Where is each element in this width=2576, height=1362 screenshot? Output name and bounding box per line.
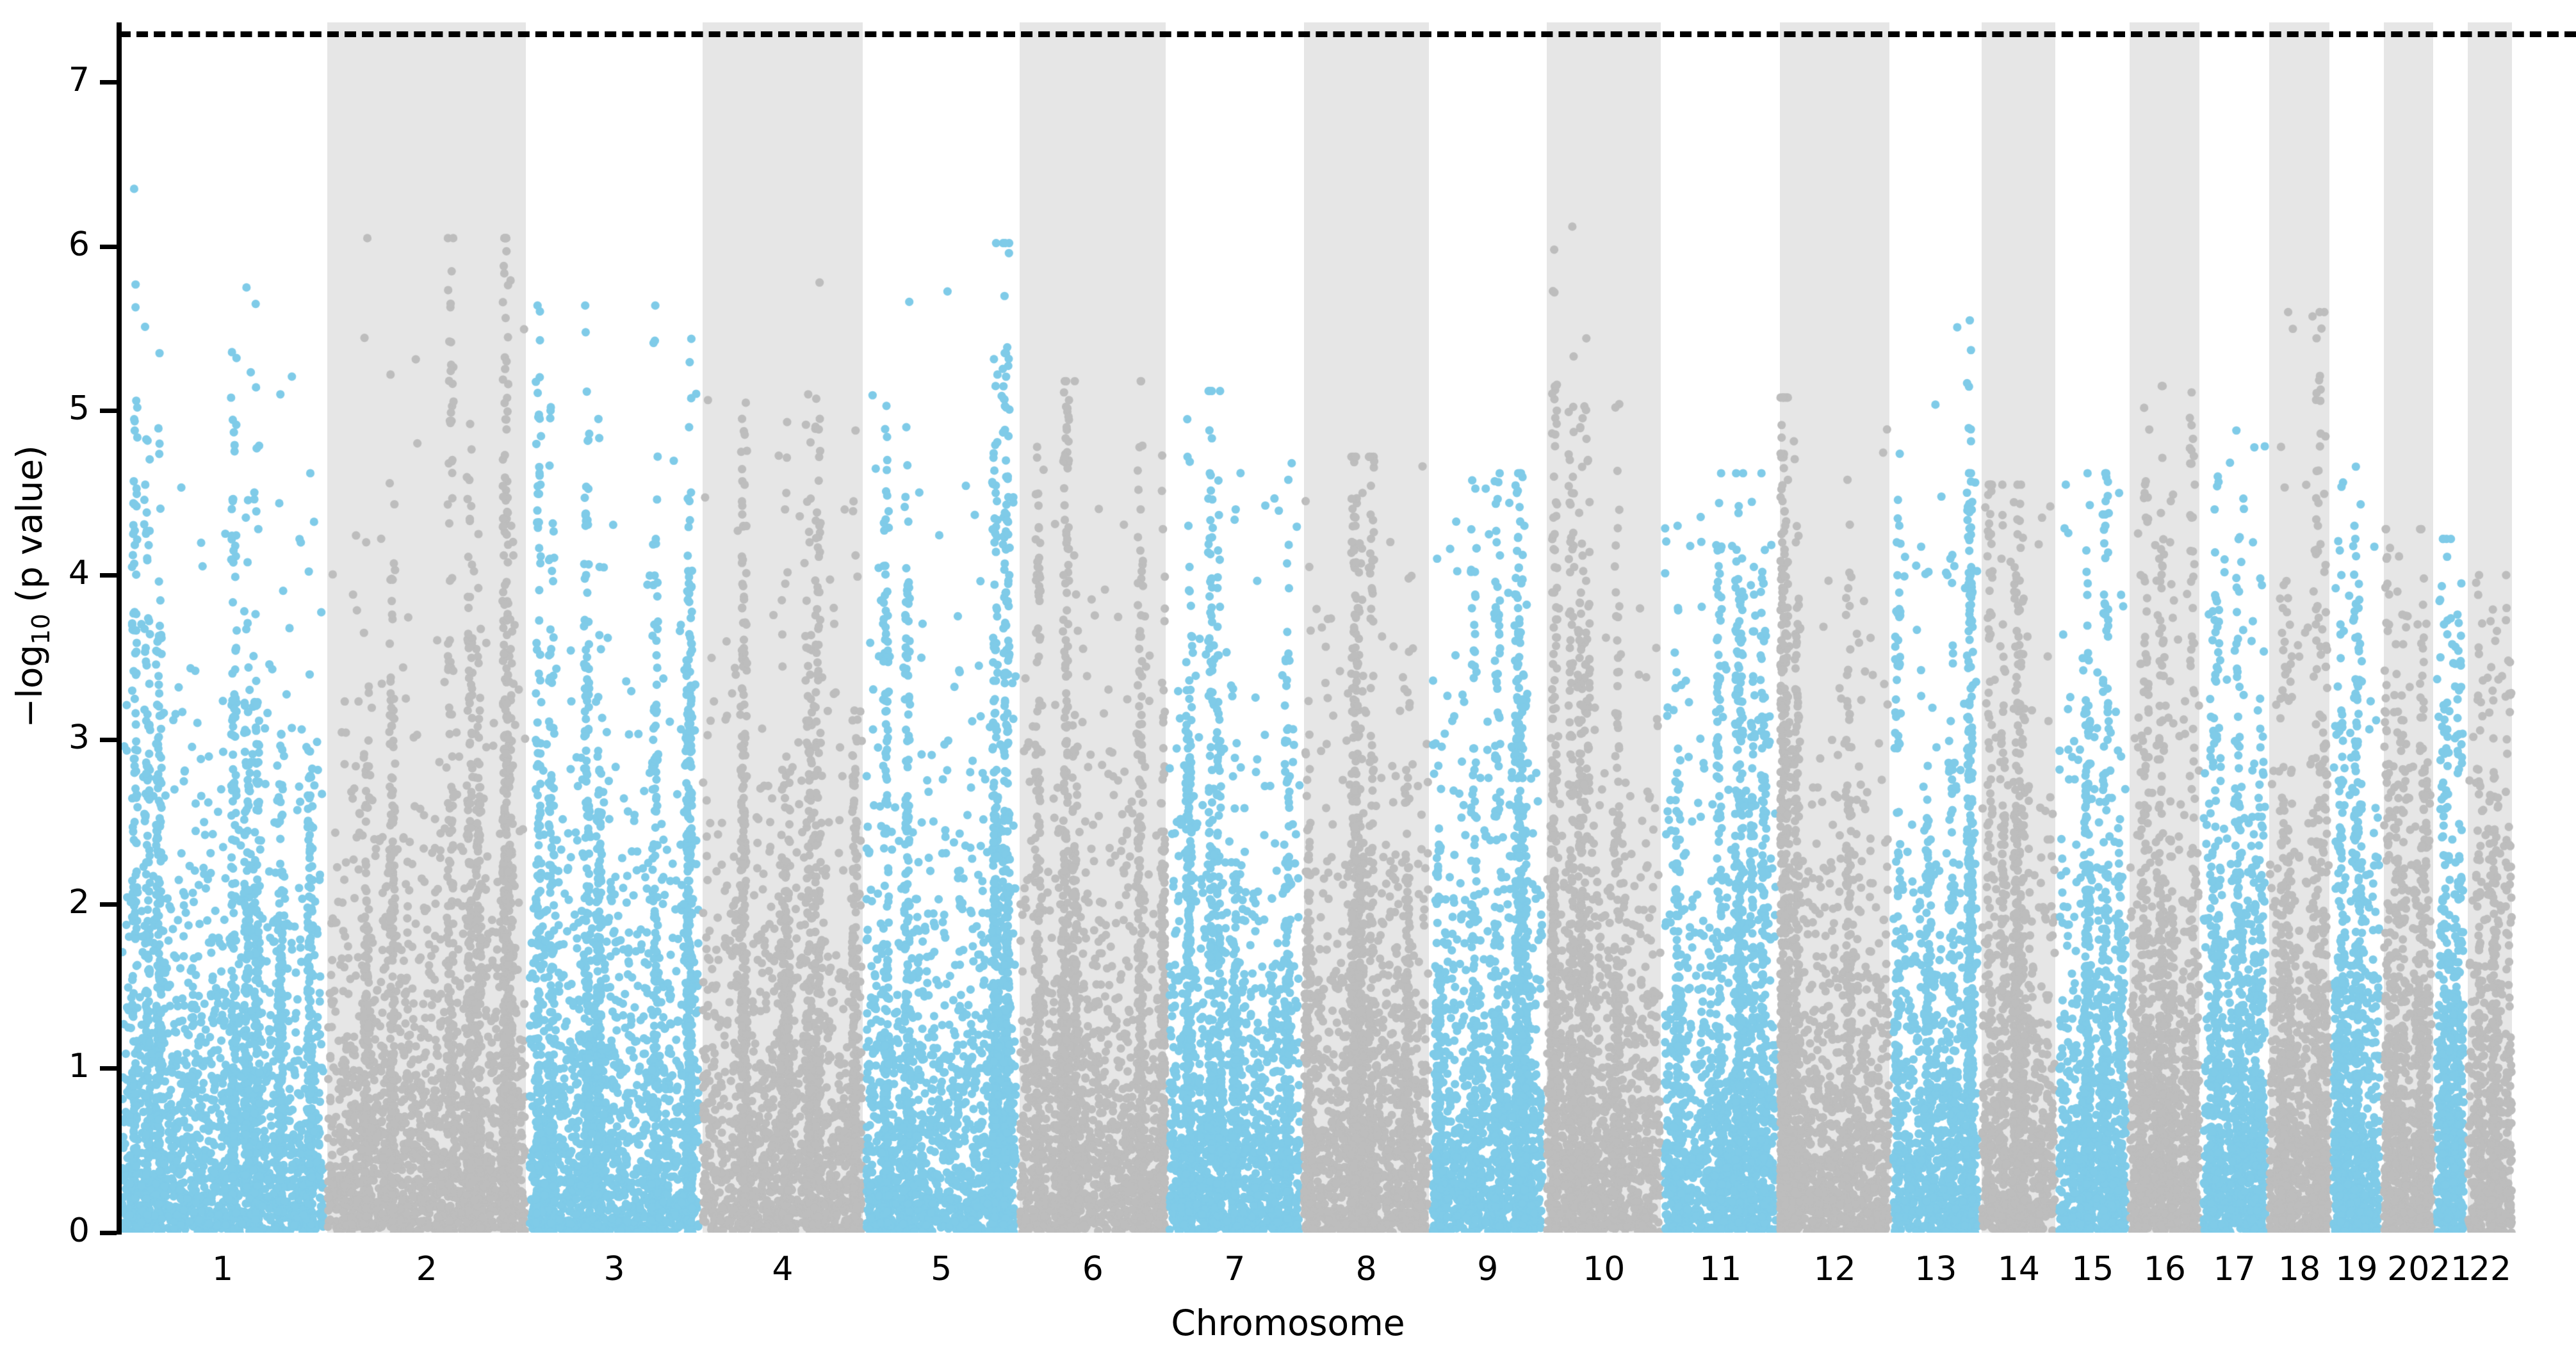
x-tick-label-chr-3: 3 (603, 1250, 625, 1288)
y-tick-0 (100, 1231, 117, 1235)
x-tick-label-chr-8: 8 (1355, 1250, 1377, 1288)
x-tick-label-chr-21: 21 (2429, 1250, 2472, 1288)
y-tick-1 (100, 1066, 117, 1071)
x-tick-label-chr-12: 12 (1813, 1250, 1856, 1288)
y-tick-label-0: 0 (68, 1212, 90, 1250)
x-tick-label-chr-10: 10 (1583, 1250, 1626, 1288)
x-tick-label-chr-7: 7 (1224, 1250, 1246, 1288)
y-tick-label-2: 2 (68, 882, 90, 921)
x-tick-label-chr-1: 1 (212, 1250, 234, 1288)
x-axis-title: Chromosome (1171, 1302, 1405, 1343)
y-tick-label-1: 1 (68, 1047, 90, 1086)
y-tick-label-6: 6 (68, 225, 90, 264)
x-tick-label-chr-5: 5 (931, 1250, 952, 1288)
gwas-scatter-points (122, 22, 2527, 1233)
plot-area (122, 22, 2527, 1233)
x-tick-label-chr-13: 13 (1914, 1250, 1957, 1288)
x-tick-label-chr-14: 14 (1997, 1250, 2041, 1288)
x-tick-label-chr-22: 22 (2468, 1250, 2512, 1288)
y-axis-title-prefix: −log (9, 644, 50, 728)
x-tick-label-chr-17: 17 (2213, 1250, 2256, 1288)
y-tick-5 (100, 409, 117, 414)
y-axis-title-suffix: (p value) (9, 445, 50, 614)
y-axis-title-subscript: 10 (27, 613, 55, 645)
x-tick-label-chr-19: 19 (2335, 1250, 2378, 1288)
y-tick-label-3: 3 (68, 718, 90, 757)
y-axis-title: −log10 (p value) (9, 298, 55, 875)
y-tick-2 (100, 902, 117, 907)
y-tick-6 (100, 244, 117, 249)
x-tick-label-chr-4: 4 (772, 1250, 794, 1288)
y-tick-3 (100, 737, 117, 742)
x-tick-label-chr-15: 15 (2071, 1250, 2114, 1288)
y-tick-label-5: 5 (68, 389, 90, 428)
x-tick-label-chr-6: 6 (1082, 1250, 1104, 1288)
y-tick-4 (100, 573, 117, 578)
x-tick-label-chr-18: 18 (2278, 1250, 2321, 1288)
x-tick-label-chr-16: 16 (2143, 1250, 2186, 1288)
x-tick-label-chr-20: 20 (2387, 1250, 2430, 1288)
y-tick-label-7: 7 (68, 61, 90, 100)
y-tick-label-4: 4 (68, 554, 90, 593)
x-tick-label-chr-11: 11 (1699, 1250, 1742, 1288)
y-tick-7 (100, 80, 117, 85)
y-axis-spine (117, 22, 122, 1235)
x-tick-label-chr-9: 9 (1477, 1250, 1499, 1288)
significance-threshold-line (119, 31, 2576, 37)
x-tick-label-chr-2: 2 (416, 1250, 437, 1288)
